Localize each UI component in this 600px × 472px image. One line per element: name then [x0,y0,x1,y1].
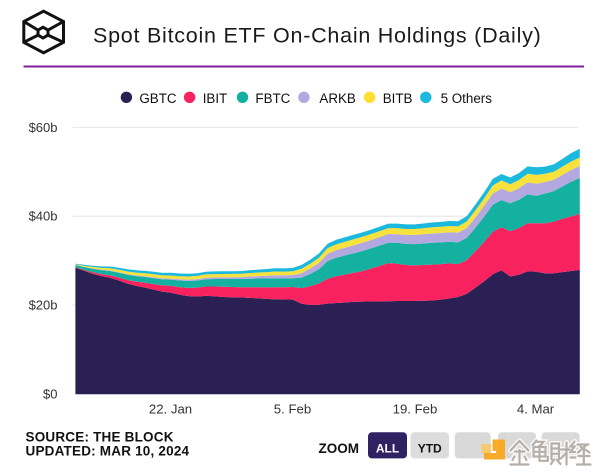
svg-text:ARKB: ARKB [319,91,356,106]
svg-text:UPDATED: MAR 10, 2024: UPDATED: MAR 10, 2024 [26,444,190,459]
svg-text:FBTC: FBTC [255,91,290,106]
svg-text:5. Feb: 5. Feb [274,402,311,417]
svg-text:$0: $0 [43,386,57,401]
svg-text:$40b: $40b [29,209,58,224]
svg-text:ZOOM: ZOOM [319,441,360,456]
svg-text:YTD: YTD [418,441,442,455]
svg-text:19. Feb: 19. Feb [393,402,438,417]
svg-text:BITB: BITB [383,91,413,106]
svg-text:22. Jan: 22. Jan [149,402,192,417]
svg-text:ALL: ALL [376,441,399,455]
svg-text:GBTC: GBTC [139,91,177,106]
svg-text:Spot Bitcoin ETF On-Chain Hold: Spot Bitcoin ETF On-Chain Holdings (Dail… [93,24,542,48]
svg-text:4. Mar: 4. Mar [517,402,555,417]
svg-text:$60b: $60b [29,120,58,135]
svg-text:$20b: $20b [29,298,58,313]
svg-text:5 Others: 5 Others [441,91,493,106]
svg-text:IBIT: IBIT [203,91,228,106]
svg-text:SOURCE: THE BLOCK: SOURCE: THE BLOCK [26,430,174,445]
